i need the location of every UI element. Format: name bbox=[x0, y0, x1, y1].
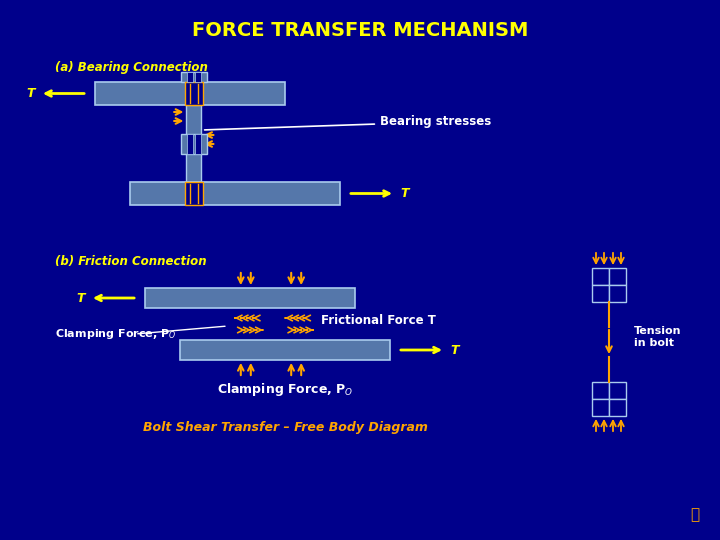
Bar bbox=[609, 399, 626, 416]
Text: Frictional Force T: Frictional Force T bbox=[321, 314, 436, 327]
Bar bbox=[609, 382, 626, 399]
Bar bbox=[181, 72, 207, 82]
Bar bbox=[185, 182, 203, 205]
Bar bbox=[185, 82, 203, 105]
Bar bbox=[186, 72, 193, 82]
Text: Bearing stresses: Bearing stresses bbox=[204, 116, 491, 130]
Text: 🔊: 🔊 bbox=[690, 508, 700, 523]
Bar bbox=[195, 72, 201, 82]
Text: FORCE TRANSFER MECHANISM: FORCE TRANSFER MECHANISM bbox=[192, 21, 528, 39]
Text: T: T bbox=[27, 87, 35, 100]
Bar bbox=[186, 133, 193, 153]
Bar bbox=[145, 288, 355, 308]
Text: T: T bbox=[76, 292, 85, 305]
Bar bbox=[130, 182, 340, 205]
Bar bbox=[95, 82, 285, 105]
Bar bbox=[592, 399, 609, 416]
Text: Bolt Shear Transfer – Free Body Diagram: Bolt Shear Transfer – Free Body Diagram bbox=[143, 422, 428, 435]
Bar bbox=[195, 182, 201, 192]
Bar bbox=[181, 182, 207, 192]
Bar bbox=[609, 268, 626, 285]
Bar bbox=[180, 340, 390, 360]
Bar bbox=[609, 285, 626, 302]
Text: (a) Bearing Connection: (a) Bearing Connection bbox=[55, 62, 208, 75]
Bar bbox=[186, 182, 193, 192]
Bar bbox=[186, 105, 202, 182]
Bar bbox=[195, 133, 201, 153]
Bar bbox=[592, 285, 609, 302]
Bar bbox=[592, 382, 609, 399]
Text: T: T bbox=[450, 343, 459, 356]
Text: T: T bbox=[400, 187, 408, 200]
Bar bbox=[181, 133, 207, 153]
Text: Clamping Force, P$_O$: Clamping Force, P$_O$ bbox=[217, 381, 354, 399]
Bar bbox=[592, 268, 609, 285]
Text: Clamping Force, P$_O$: Clamping Force, P$_O$ bbox=[55, 327, 176, 341]
Text: (b) Friction Connection: (b) Friction Connection bbox=[55, 255, 207, 268]
Text: Tension
in bolt: Tension in bolt bbox=[634, 326, 682, 348]
